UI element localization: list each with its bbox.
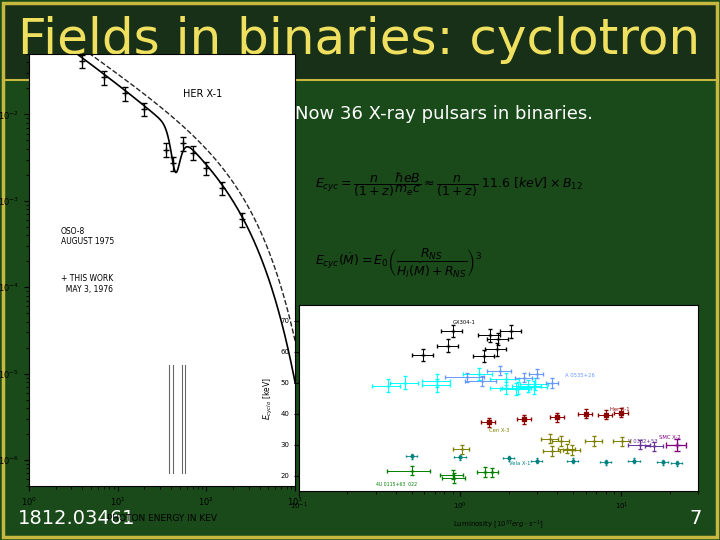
Y-axis label: $E_{cyclo}$ [keV]: $E_{cyclo}$ [keV] xyxy=(261,377,274,420)
Text: $E_{cyc} = \dfrac{n}{(1+z)}\dfrac{\hbar eB}{m_e c} \approx \dfrac{n}{(1+z)}\ 11.: $E_{cyc} = \dfrac{n}{(1+z)}\dfrac{\hbar … xyxy=(315,171,582,199)
Text: Fields in binaries: cyclotron line: Fields in binaries: cyclotron line xyxy=(18,16,720,64)
Bar xyxy=(3,3,717,80)
X-axis label: PHOTON ENERGY IN KEV: PHOTON ENERGY IN KEV xyxy=(107,514,217,523)
Text: SMC X-2: SMC X-2 xyxy=(659,435,680,440)
Text: 4U 0115+63  022: 4U 0115+63 022 xyxy=(376,482,417,487)
Text: A 0535+26: A 0535+26 xyxy=(565,373,595,377)
Text: + THIS WORK
  MAY 3, 1976: + THIS WORK MAY 3, 1976 xyxy=(60,274,113,294)
X-axis label: Luminosity $[10^{37} erg\cdot s^{-1}]$: Luminosity $[10^{37} erg\cdot s^{-1}]$ xyxy=(453,518,544,531)
Text: Her X-1: Her X-1 xyxy=(610,407,630,411)
Text: $E_{cyc}(\dot{M}) = E_0 \left( \dfrac{R_{NS}}{H_l(\dot{M}) + R_{NS}} \right)^3$: $E_{cyc}(\dot{M}) = E_0 \left( \dfrac{R_… xyxy=(315,246,482,280)
Text: V 0332+53: V 0332+53 xyxy=(628,439,658,444)
Text: 7: 7 xyxy=(690,509,702,528)
Text: GX304-1: GX304-1 xyxy=(453,320,476,325)
Text: 1812.03461: 1812.03461 xyxy=(18,509,135,528)
Text: Vela X-1: Vela X-1 xyxy=(508,461,530,466)
Text: Cen X-3: Cen X-3 xyxy=(489,428,509,434)
Text: HER X-1: HER X-1 xyxy=(184,89,222,99)
Text: Now 36 X-ray pulsars in binaries.: Now 36 X-ray pulsars in binaries. xyxy=(295,105,593,123)
Text: OSO-8
AUGUST 1975: OSO-8 AUGUST 1975 xyxy=(60,227,114,246)
